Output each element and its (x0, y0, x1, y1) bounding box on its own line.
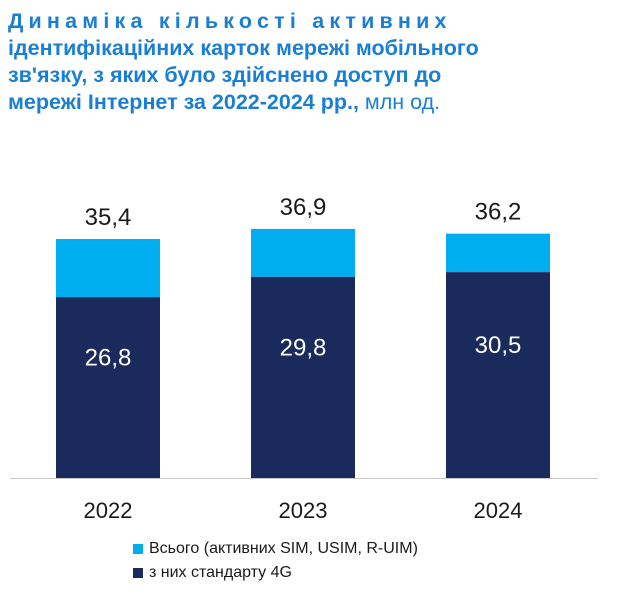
title-line-4: мережі Інтернет за 2022-2024 рр., млн од… (8, 89, 620, 116)
legend-label-4g: з них стандарту 4G (149, 564, 292, 581)
chart-title: Динаміка кількості активних ідентифікаці… (8, 8, 620, 116)
bar-4g-2023 (251, 276, 355, 478)
data-label-4g-2023: 29,8 (280, 334, 327, 361)
bar-total-2023 (251, 228, 355, 277)
title-line-3: зв'язку, з яких було здійснено доступ до (8, 63, 442, 87)
legend-item-4g: з них стандарту 4G (133, 561, 418, 585)
data-label-total-2024: 36,2 (475, 199, 522, 226)
data-label-total-2023: 36,9 (280, 194, 327, 221)
title-line-4-text: мережі Інтернет за 2022-2024 рр., (8, 90, 359, 114)
title-unit: млн од. (358, 90, 441, 114)
bar-4g-2024 (446, 272, 550, 478)
x-tick-label-2022: 2022 (84, 498, 133, 523)
x-tick-label-2024: 2024 (474, 498, 523, 523)
bar-4g-2022 (56, 297, 160, 478)
legend-item-total: Всього (активних SIM, USIM, R-UIM) (133, 537, 418, 561)
data-label-total-2022: 35,4 (85, 204, 132, 231)
data-label-4g-2022: 26,8 (85, 345, 132, 372)
bar-total-2022 (56, 239, 160, 298)
stacked-bar-chart: 35,4 26,8 2022 36,9 29,8 2023 36,2 30,5 2024 (10, 194, 598, 523)
legend-swatch-4g (133, 568, 143, 578)
data-label-4g-2024: 30,5 (475, 332, 522, 359)
bar-total-2024 (446, 233, 550, 273)
legend-swatch-total (133, 544, 143, 554)
x-tick-label-2023: 2023 (279, 498, 328, 523)
legend-label-total: Всього (активних SIM, USIM, R-UIM) (149, 540, 418, 557)
title-line-2: ідентифікаційних карток мережі мобільног… (8, 36, 479, 60)
title-line-1: Динаміка кількості активних (8, 9, 452, 33)
legend: Всього (активних SIM, USIM, R-UIM) з них… (133, 537, 418, 585)
